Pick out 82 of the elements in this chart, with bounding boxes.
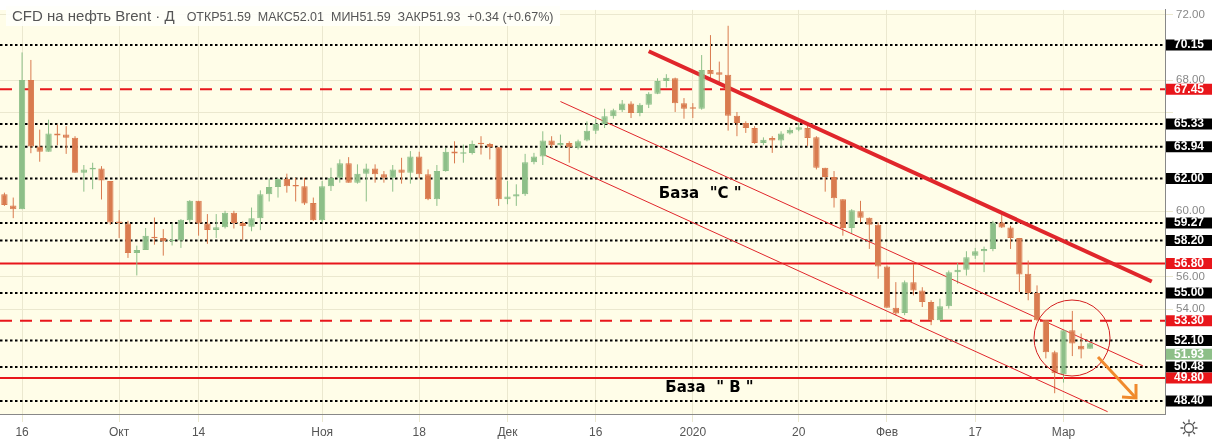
candlestick — [804, 124, 811, 147]
text: 51.93 — [1173, 346, 1205, 361]
candlestick — [257, 189, 264, 231]
candlestick — [142, 227, 149, 251]
ref-line-label: 62.00 — [1173, 170, 1205, 185]
candlestick — [424, 168, 432, 201]
candlestick — [848, 208, 855, 235]
ref-line-label: 53.30 — [1173, 313, 1205, 328]
y-tick-label: 56.00 — [1176, 269, 1205, 282]
candlestick — [830, 170, 838, 209]
ref-line-label: 59.27 — [1173, 215, 1205, 230]
candlestick — [919, 286, 926, 308]
x-tick-label: Мар — [1051, 424, 1076, 439]
candlestick — [777, 130, 785, 148]
ref-line-label: 48.40 — [1173, 393, 1205, 408]
candlestick — [910, 263, 917, 296]
ref-line-label: 56.80 — [1173, 255, 1205, 270]
candlestick — [1025, 260, 1032, 301]
candlestick — [671, 77, 679, 113]
y-tick-label: 54.00 — [1176, 302, 1205, 315]
chart-subtitle: ОТКР51.59 МАКС52.01 МИН51.59 ЗАКР51.93 +0.34 (+0.67%) — [186, 10, 554, 24]
candlestick — [963, 250, 970, 277]
x-tick-label: 17 — [968, 424, 983, 439]
x-tick-label: 16 — [15, 424, 30, 439]
candlestick — [45, 119, 52, 153]
candlestick — [407, 150, 414, 185]
x-tick-label: 20 — [792, 424, 806, 439]
candlestick — [310, 197, 317, 222]
candlestick — [451, 140, 458, 164]
candlestick — [301, 177, 308, 206]
candlestick — [363, 163, 370, 202]
annotation: База " В " — [665, 378, 754, 397]
ref-line-label: 52.10 — [1173, 332, 1205, 347]
candlestick — [239, 220, 246, 241]
candlestick — [80, 164, 88, 193]
candlestick — [416, 151, 423, 179]
candlestick — [213, 213, 220, 239]
x-tick-label: Дек — [497, 424, 519, 439]
x-tick-label: 14 — [191, 424, 206, 439]
candlestick — [530, 152, 538, 165]
ref-line-label: 58.20 — [1173, 232, 1205, 247]
candlestick — [857, 200, 864, 223]
x-tick-label: Окт — [109, 424, 130, 439]
y-tick-label: 60.00 — [1176, 204, 1205, 217]
candlestick — [398, 157, 405, 185]
candlestick — [892, 281, 899, 316]
ref-line-label: 70.15 — [1173, 37, 1205, 52]
candlestick — [177, 218, 185, 249]
annotation: База "С " — [658, 184, 742, 203]
candlestick — [1007, 225, 1014, 250]
candlestick — [248, 207, 255, 232]
ref-line-label: 63.94 — [1173, 138, 1205, 153]
candlestick — [927, 299, 935, 326]
candlestick — [513, 183, 520, 207]
ref-line-label: 55.00 — [1173, 285, 1205, 300]
candlestick — [345, 156, 352, 184]
candlestick — [336, 158, 343, 184]
candlestick — [680, 97, 688, 120]
candlestick — [1069, 310, 1076, 357]
y-tick-label: 72.00 — [1176, 7, 1205, 20]
candlestick — [354, 163, 361, 185]
x-tick-label: Фев — [875, 424, 899, 439]
candlestick — [707, 34, 714, 80]
candlestick — [204, 213, 211, 245]
candlestick — [195, 200, 202, 237]
candlestick — [442, 147, 449, 173]
candlestick — [186, 199, 193, 224]
x-tick-label: 16 — [589, 424, 603, 439]
candlestick — [98, 165, 105, 201]
candlestick — [380, 170, 388, 184]
ref-line-label: 49.80 — [1173, 370, 1205, 385]
candlestick — [389, 164, 396, 193]
ref-line-label: 65.33 — [1173, 116, 1205, 131]
y-tick-label: 68.00 — [1176, 73, 1205, 86]
candlestick — [601, 108, 608, 129]
candlestick — [786, 126, 794, 136]
candlestick — [371, 163, 379, 184]
x-tick-label: 2020 — [679, 424, 707, 439]
chart-title: CFD на нефть Brent · Д — [12, 7, 175, 24]
candlestick — [866, 217, 873, 250]
x-tick-label: 18 — [412, 424, 427, 439]
x-tick-label: Ноя — [311, 424, 334, 439]
